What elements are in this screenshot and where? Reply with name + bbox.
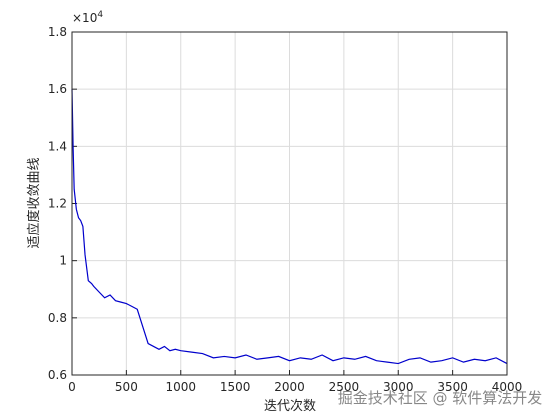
y-tick-label: 1.8 <box>48 25 67 39</box>
x-tick-label: 4000 <box>492 380 523 394</box>
x-tick-label: 3500 <box>437 380 468 394</box>
y-tick-label: 0.6 <box>48 368 67 382</box>
x-tick-label: 0 <box>68 380 76 394</box>
y-tick-label: 1 <box>59 254 67 268</box>
y-tick-label: 1.4 <box>48 139 67 153</box>
y-multiplier: ×104 <box>72 10 103 25</box>
watermark: 掘金技术社区 @ 软件算法开发 <box>338 389 543 407</box>
axes-box <box>71 31 508 376</box>
x-tick-label: 2000 <box>274 380 305 394</box>
y-tick-label: 1.6 <box>48 82 67 96</box>
line-series <box>71 89 508 365</box>
y-axis-label: 适应度收敛曲线 <box>26 157 42 248</box>
x-tick-label: 500 <box>115 380 138 394</box>
x-axis-label: 迭代次数 <box>264 398 316 414</box>
y-multiplier-base: ×10 <box>72 11 97 25</box>
y-multiplier-exp: 4 <box>97 10 103 20</box>
x-tick-label: 3000 <box>383 380 414 394</box>
x-tick-label: 1500 <box>220 380 251 394</box>
x-tick-label: 1000 <box>165 380 196 394</box>
x-tick-label: 2500 <box>329 380 360 394</box>
y-tick-label: 0.8 <box>48 311 67 325</box>
y-tick-label: 1.2 <box>48 197 67 211</box>
